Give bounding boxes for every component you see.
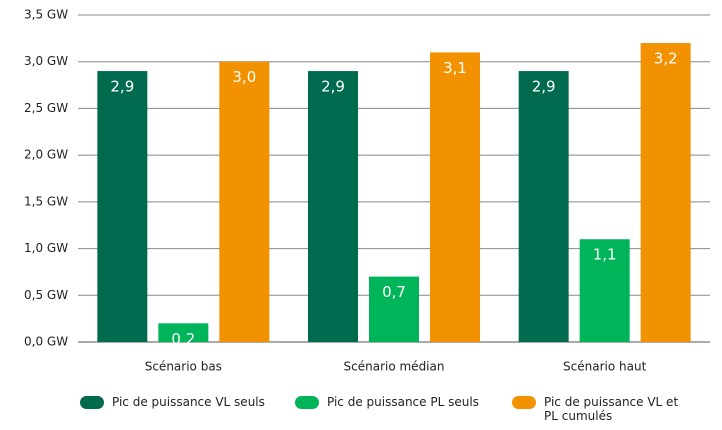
y-tick-label: 0,0 GW [24, 335, 68, 349]
bar [308, 71, 358, 343]
value-label: 2,9 [321, 78, 345, 96]
legend-label: Pic de puissance VL seuls [112, 395, 265, 409]
bar [640, 43, 691, 343]
y-tick-label: 1,5 GW [24, 194, 68, 208]
y-tick-label: 3,0 GW [24, 54, 68, 68]
bar [369, 276, 419, 342]
bar [97, 71, 148, 343]
y-tick-label: 0,5 GW [24, 288, 68, 302]
legend-item: Pic de puissance VL seuls [80, 395, 265, 409]
x-tick-label: Scénario haut [563, 360, 647, 374]
value-label: 2,9 [110, 78, 134, 96]
bar [579, 239, 630, 342]
bar [219, 61, 270, 342]
legend-item: Pic de puissance PL seuls [295, 395, 479, 409]
bar [158, 323, 209, 342]
value-label: 3,0 [232, 68, 256, 86]
legend-label: Pic de puissance VL et PL cumulés [544, 395, 679, 423]
y-tick-label: 2,0 GW [24, 148, 68, 162]
value-label: 1,1 [593, 246, 617, 264]
y-tick-label: 2,5 GW [24, 101, 68, 115]
legend-swatch [80, 396, 104, 409]
value-label: 2,9 [532, 78, 556, 96]
value-label: 3,2 [654, 50, 678, 68]
legend-swatch [512, 396, 536, 409]
bar [518, 71, 569, 343]
y-tick-label: 1,0 GW [24, 241, 68, 255]
x-tick-label: Scénario bas [145, 360, 222, 374]
legend-label: Pic de puissance PL seuls [327, 395, 479, 409]
legend-swatch [295, 396, 319, 409]
plot: 0,0 GW 0,5 GW 1,0 GW 1,5 GW 2,0 GW 2,5 GW 3,0 … [24, 8, 710, 374]
value-label: 3,1 [443, 59, 467, 77]
value-label: 0,7 [382, 283, 406, 301]
x-tick-label: Scénario médian [344, 360, 445, 374]
legend-item: Pic de puissance VL et PL cumulés [512, 395, 692, 423]
y-tick-label: 3,5 GW [24, 8, 68, 22]
bar [430, 52, 480, 342]
value-label: 0,2 [171, 330, 195, 348]
